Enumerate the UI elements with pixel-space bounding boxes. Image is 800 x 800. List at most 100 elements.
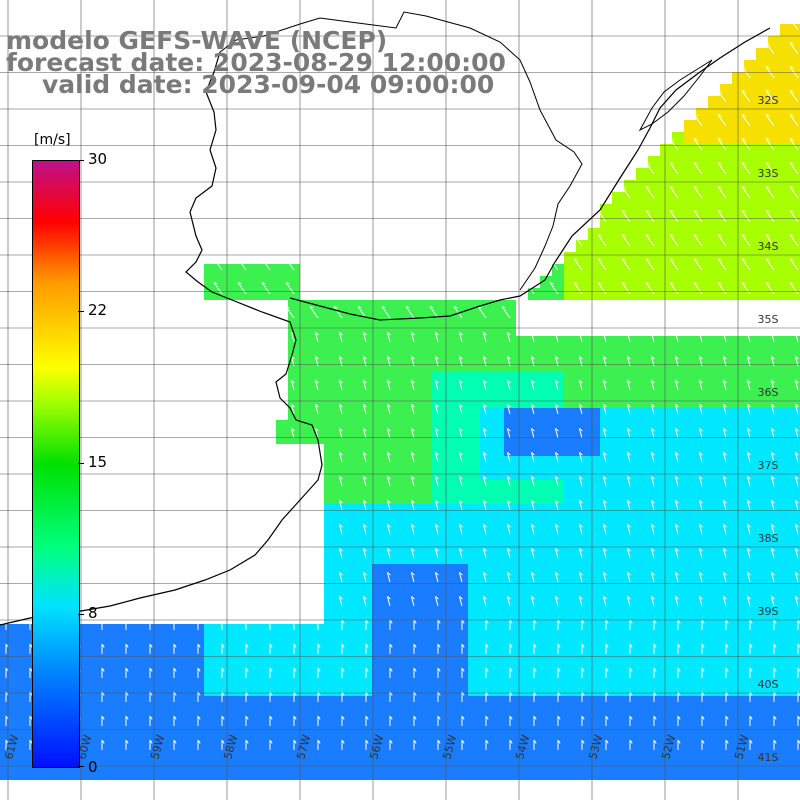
wind-cell xyxy=(504,588,516,600)
wind-cell xyxy=(348,624,360,636)
wind-cell xyxy=(660,204,672,216)
wind-cell xyxy=(240,768,252,780)
wind-cell xyxy=(756,504,768,516)
wind-cell xyxy=(588,432,600,444)
wind-cell xyxy=(708,132,720,144)
wind-cell xyxy=(756,420,768,432)
wind-cell xyxy=(792,612,800,624)
wind-cell xyxy=(276,696,288,708)
wind-cell xyxy=(612,684,624,696)
wind-cell xyxy=(792,732,800,744)
wind-cell xyxy=(300,420,312,432)
wind-cell xyxy=(576,372,588,384)
wind-cell xyxy=(660,288,672,300)
wind-cell xyxy=(348,456,360,468)
wind-cell xyxy=(684,576,696,588)
wind-cell xyxy=(660,360,672,372)
wind-arrow-head xyxy=(29,619,33,624)
wind-arrow xyxy=(741,282,751,295)
wind-cell xyxy=(696,156,708,168)
wind-cell xyxy=(540,576,552,588)
wind-cell xyxy=(420,300,432,312)
wind-cell xyxy=(612,660,624,672)
wind-arrow-head xyxy=(747,595,751,600)
wind-arrow xyxy=(770,428,775,439)
wind-arrow xyxy=(621,258,631,271)
wind-arrow-head xyxy=(765,258,770,261)
wind-cell xyxy=(84,720,96,732)
wind-cell xyxy=(708,420,720,432)
wind-arrow-head xyxy=(651,355,655,360)
latitude-label: 34S xyxy=(758,240,779,253)
wind-arrow-head xyxy=(723,571,727,576)
wind-cell xyxy=(516,480,528,492)
wind-cell xyxy=(708,684,720,696)
wind-cell xyxy=(744,276,756,288)
wind-cell xyxy=(372,372,384,384)
wind-arrow-head xyxy=(741,234,746,237)
wind-cell xyxy=(708,516,720,528)
wind-cell xyxy=(192,636,204,648)
wind-cell xyxy=(348,708,360,720)
wind-cell xyxy=(684,396,696,408)
wind-cell xyxy=(432,612,444,624)
wind-arrow xyxy=(362,452,367,463)
wind-cell xyxy=(444,768,456,780)
wind-cell xyxy=(636,480,648,492)
wind-cell xyxy=(612,720,624,732)
wind-cell xyxy=(528,636,540,648)
wind-cell xyxy=(708,120,720,132)
wind-arrow xyxy=(290,404,295,415)
wind-arrow-head xyxy=(413,667,417,672)
wind-arrow-head xyxy=(389,715,393,720)
wind-cell xyxy=(756,624,768,636)
wind-arrow-head xyxy=(605,643,609,648)
wind-cell xyxy=(684,204,696,216)
wind-cell xyxy=(552,708,564,720)
wind-arrow-head xyxy=(557,643,561,648)
wind-arrow xyxy=(626,452,631,463)
wind-cell xyxy=(180,636,192,648)
wind-cell xyxy=(540,564,552,576)
wind-arrow-head xyxy=(317,643,321,648)
wind-cell xyxy=(780,204,792,216)
wind-arrow xyxy=(741,162,751,175)
wind-cell xyxy=(240,756,252,768)
wind-cell xyxy=(180,708,192,720)
wind-cell xyxy=(228,732,240,744)
wind-cell xyxy=(756,648,768,660)
wind-cell xyxy=(792,72,800,84)
wind-arrow-head xyxy=(507,499,511,504)
wind-cell xyxy=(660,492,672,504)
wind-cell xyxy=(540,768,552,780)
wind-cell xyxy=(372,576,384,588)
wind-cell xyxy=(756,552,768,564)
wind-cell xyxy=(0,660,12,672)
wind-cell xyxy=(576,540,588,552)
wind-cell xyxy=(696,516,708,528)
wind-cell xyxy=(708,384,720,396)
wind-cell xyxy=(372,636,384,648)
wind-arrow-head xyxy=(597,282,602,285)
wind-cell xyxy=(288,324,300,336)
wind-cell xyxy=(444,360,456,372)
wind-cell xyxy=(696,636,708,648)
wind-cell xyxy=(708,204,720,216)
wind-cell xyxy=(648,444,660,456)
wind-cell xyxy=(456,636,468,648)
wind-cell xyxy=(648,756,660,768)
wind-cell xyxy=(240,732,252,744)
wind-cell xyxy=(720,348,732,360)
wind-cell xyxy=(660,720,672,732)
wind-cell xyxy=(564,768,576,780)
wind-cell xyxy=(504,324,516,336)
wind-cell xyxy=(696,756,708,768)
wind-cell xyxy=(648,492,660,504)
wind-cell xyxy=(564,492,576,504)
wind-arrow-head xyxy=(573,282,578,285)
wind-arrow xyxy=(674,476,679,487)
wind-cell xyxy=(396,492,408,504)
wind-arrow xyxy=(434,404,439,415)
wind-cell xyxy=(336,444,348,456)
wind-cell xyxy=(324,612,336,624)
